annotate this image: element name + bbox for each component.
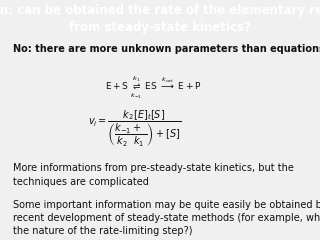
Text: More informations from pre-steady-state kinetics, but the
techniques are complic: More informations from pre-steady-state … [13, 163, 294, 186]
Text: $v_i = \dfrac{k_2[E]_t[S]}{\left(\dfrac{k_{-1}+\ }{k_2\ \ k_1}\right) + [S]}$: $v_i = \dfrac{k_2[E]_t[S]}{\left(\dfrac{… [88, 109, 181, 149]
Text: No: there are more unknown parameters than equations!: No: there are more unknown parameters th… [13, 44, 320, 54]
Text: $\mathrm{E + S}\ \underset{k_{-1}}{\overset{k_1}{\rightleftharpoons}}\ \mathrm{E: $\mathrm{E + S}\ \underset{k_{-1}}{\over… [105, 75, 202, 101]
Text: Some important information may be quite easily be obtained by
recent development: Some important information may be quite … [13, 200, 320, 236]
Text: Question: can be obtained the rate of the elementary reactions
from steady-state: Question: can be obtained the rate of th… [0, 5, 320, 34]
